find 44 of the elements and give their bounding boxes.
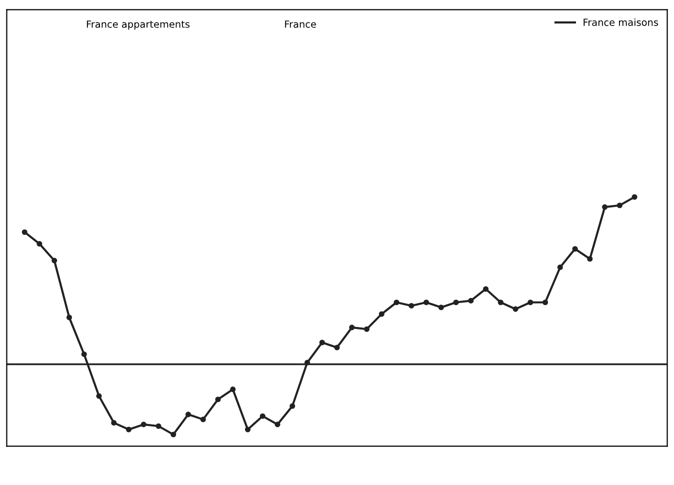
point — [170, 432, 176, 438]
legend-label: France maisons — [584, 18, 658, 26]
point — [602, 204, 608, 210]
point — [96, 393, 102, 399]
point — [200, 416, 206, 422]
point — [334, 344, 340, 350]
point — [319, 340, 325, 346]
point — [632, 194, 638, 200]
point — [126, 426, 132, 432]
text: France — [285, 20, 316, 28]
point — [244, 426, 251, 432]
point — [378, 311, 384, 317]
point — [349, 324, 355, 330]
point — [468, 298, 474, 304]
point — [140, 422, 146, 428]
point — [215, 396, 221, 402]
point — [230, 386, 236, 392]
point — [36, 241, 42, 247]
point — [616, 202, 622, 208]
point — [260, 413, 266, 419]
point — [156, 423, 162, 429]
point — [394, 300, 400, 306]
point — [528, 300, 534, 306]
point — [408, 302, 414, 308]
point — [572, 246, 578, 252]
point — [81, 351, 87, 357]
point — [438, 304, 444, 310]
point — [185, 412, 192, 418]
point — [587, 256, 593, 262]
point — [557, 264, 563, 270]
point — [66, 314, 72, 320]
point — [364, 326, 370, 332]
point — [22, 229, 28, 235]
point — [453, 300, 459, 306]
text: France appartements — [86, 20, 190, 30]
point — [542, 300, 548, 306]
point — [290, 403, 296, 409]
point — [498, 300, 504, 306]
point — [111, 420, 117, 426]
point — [52, 258, 58, 264]
point — [423, 300, 430, 306]
point — [274, 422, 280, 428]
point — [512, 306, 518, 312]
point — [482, 286, 489, 292]
